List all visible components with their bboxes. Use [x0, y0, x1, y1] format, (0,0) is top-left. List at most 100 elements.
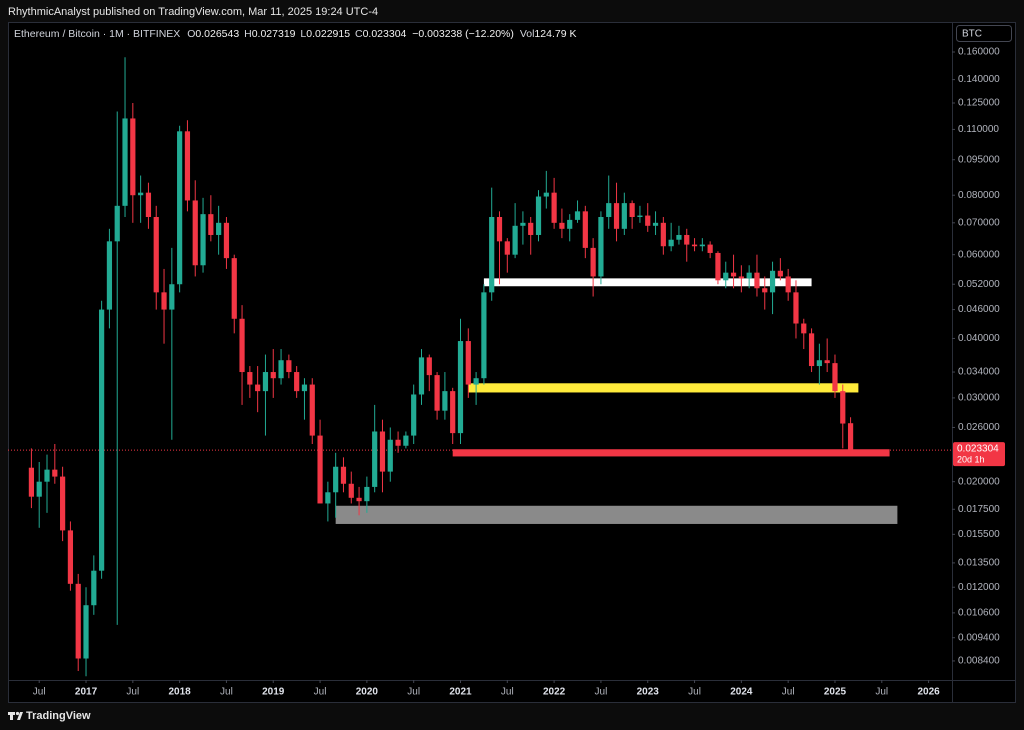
candle-body — [138, 192, 144, 196]
ohlc-label: C — [355, 28, 363, 40]
y-tick-label: 0.060000 — [958, 249, 1000, 260]
candle-body — [676, 234, 682, 240]
candle-body — [130, 118, 136, 196]
ohlc-value: 0.026543 — [195, 28, 239, 40]
candle-body — [177, 131, 183, 285]
candle-body — [504, 241, 510, 255]
candle-body — [520, 222, 526, 226]
candle-body — [372, 431, 378, 487]
candle-body — [60, 476, 66, 531]
candle-body — [309, 384, 315, 436]
y-tick-label: 0.052000 — [958, 279, 1000, 290]
candle-body — [660, 222, 666, 247]
candle-body — [590, 247, 596, 277]
publish-info: RhythmicAnalyst published on TradingView… — [8, 6, 378, 18]
y-tick-label: 0.010600 — [958, 608, 1000, 619]
candle-body — [816, 360, 822, 367]
x-tick-label: 2018 — [169, 687, 192, 698]
ohlc-label: H — [244, 28, 252, 40]
x-tick-label: Jul — [314, 687, 327, 698]
candle-body — [223, 222, 230, 259]
x-tick-label: Jul — [501, 687, 514, 698]
candle-body — [707, 244, 713, 253]
candle-body — [216, 222, 222, 235]
candle-body — [567, 219, 573, 229]
candle-body — [434, 375, 440, 411]
candle-body — [738, 276, 744, 279]
candle-body — [528, 222, 534, 235]
candle-body — [44, 469, 50, 482]
y-tick-label: 0.013500 — [958, 558, 1000, 569]
candle-body — [465, 341, 471, 385]
candle-body — [99, 309, 105, 571]
candle-body — [122, 118, 128, 206]
y-tick-label: 0.009400 — [958, 632, 1000, 643]
volume: 124.79 K — [534, 28, 576, 40]
candle-body — [489, 217, 495, 293]
candle-body — [442, 391, 448, 411]
candle-body — [496, 217, 503, 242]
y-tick-label: 0.017500 — [958, 504, 1000, 515]
candle-body — [114, 205, 120, 242]
candle-body — [621, 203, 627, 229]
countdown: 20d 1h — [957, 454, 985, 464]
x-tick-label: Jul — [782, 687, 795, 698]
candle-body — [457, 341, 464, 434]
volume-label: Vol — [520, 28, 535, 40]
candle-body — [785, 276, 791, 293]
y-tick-label: 0.008400 — [958, 656, 1000, 667]
last-price-label: 0.023304 — [957, 444, 999, 455]
candle-body — [473, 378, 479, 385]
y-tick-label: 0.095000 — [958, 154, 1000, 165]
candle-body — [364, 486, 370, 502]
candle-body — [52, 469, 58, 477]
y-tick-label: 0.160000 — [958, 47, 1000, 58]
x-tick-label: Jul — [220, 687, 233, 698]
candle-body — [192, 200, 198, 266]
candle-body — [75, 583, 81, 659]
x-tick-label: 2020 — [356, 687, 379, 698]
ohlc-value: 0.022915 — [306, 28, 350, 40]
x-tick-label: Jul — [595, 687, 608, 698]
candle-body — [652, 222, 659, 226]
candle-body — [67, 530, 74, 584]
candle-body — [239, 318, 245, 373]
candle-body — [481, 292, 487, 379]
x-tick-label: 2024 — [730, 687, 753, 698]
last-price-box — [953, 442, 1005, 467]
x-tick-label: 2017 — [75, 687, 98, 698]
currency[interactable]: BTC — [962, 29, 982, 40]
y-tick-label: 0.125000 — [958, 98, 1000, 109]
candle-body — [691, 244, 698, 247]
candle-body — [262, 372, 269, 392]
candle-body — [91, 570, 97, 606]
candle-body — [832, 363, 838, 392]
footer-brand: TradingView — [26, 710, 91, 722]
x-tick-label: 2025 — [824, 687, 847, 698]
y-tick-label: 0.070000 — [958, 217, 1000, 228]
x-tick-label: Jul — [126, 687, 139, 698]
candle-body — [769, 270, 776, 293]
candle-body — [356, 497, 362, 502]
legend: Ethereum / Bitcoin · 1M · BITFINEX O0.02… — [14, 28, 576, 40]
candle-body — [145, 192, 152, 218]
candle-body — [278, 360, 284, 379]
x-tick-label: 2022 — [543, 687, 566, 698]
plot-area — [8, 57, 952, 677]
x-tick-label: 2023 — [637, 687, 660, 698]
candle-body — [824, 360, 830, 364]
candle-body — [317, 435, 323, 504]
candle-body — [793, 292, 799, 324]
candle-body — [637, 215, 643, 218]
y-tick-label: 0.012000 — [958, 582, 1000, 593]
candle-body — [582, 211, 588, 248]
candle-body — [559, 222, 565, 229]
candle-body — [83, 605, 89, 659]
candle-body — [699, 244, 705, 247]
candle-body — [723, 272, 729, 281]
y-tick-label: 0.046000 — [958, 304, 1000, 315]
candle-body — [606, 203, 612, 218]
currency-button[interactable] — [956, 25, 1012, 42]
